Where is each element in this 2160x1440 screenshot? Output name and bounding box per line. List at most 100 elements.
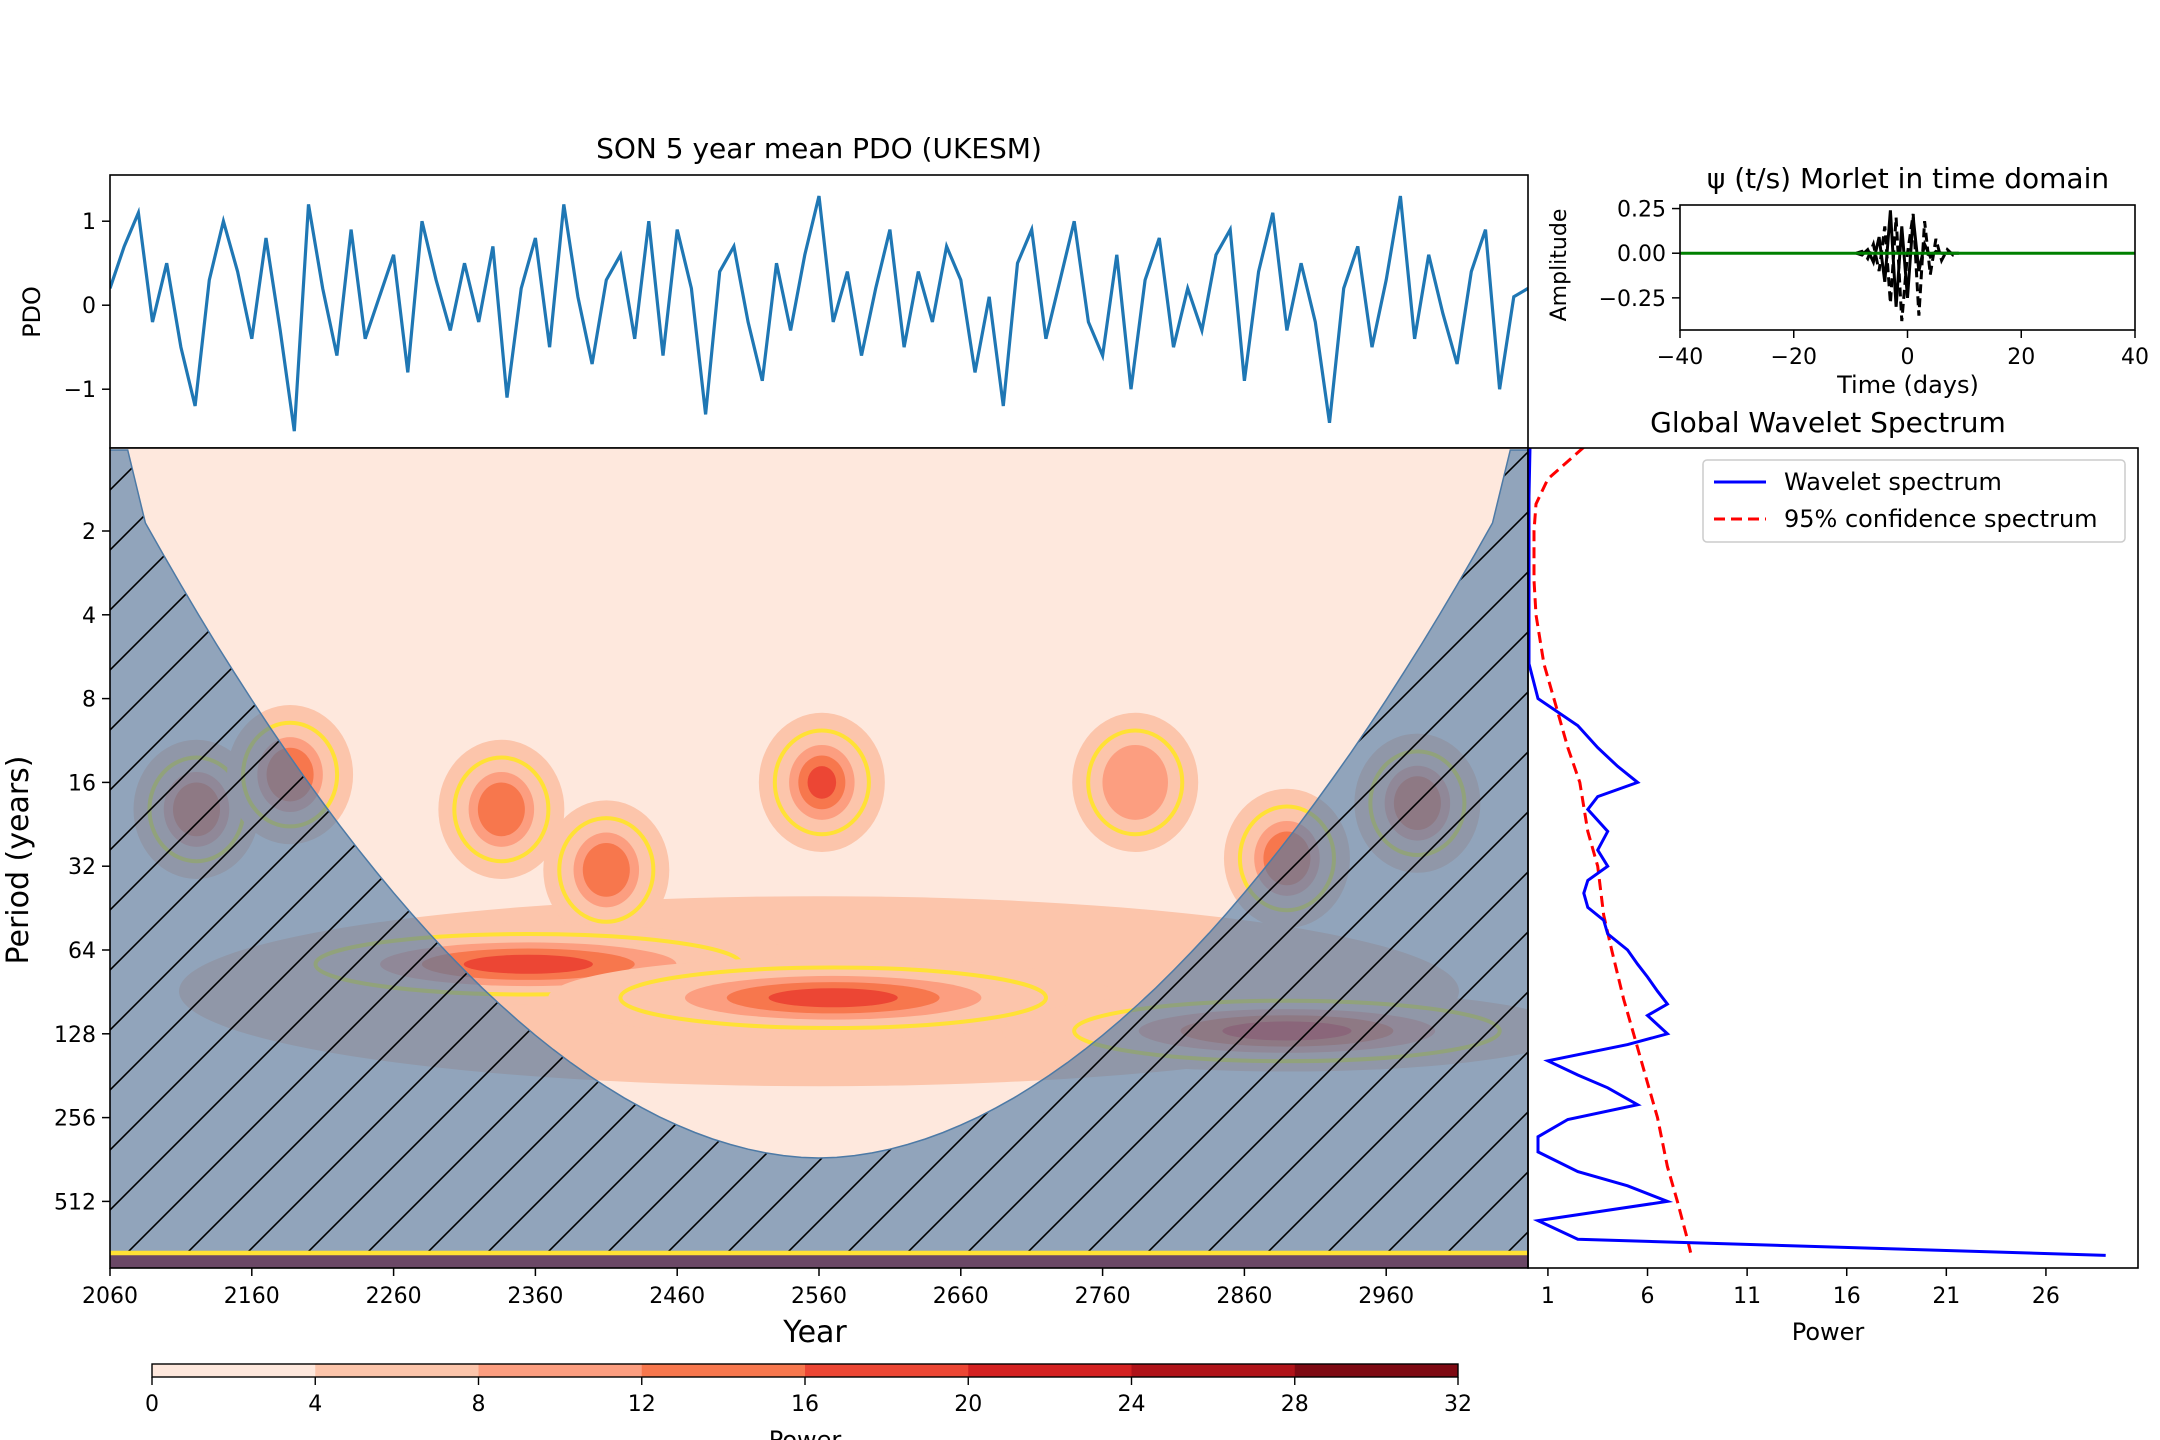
gws-xlabel: Power [1792, 1318, 1865, 1346]
pdo-axes-frame [109, 174, 1529, 449]
wavelet-ticks: 2060 2160 2260 2360 2460 2560 2660 2760 2860 2960… [54, 520, 1414, 1309]
colorbar-label: Power [769, 1426, 842, 1440]
wavelet-xtick-label: 2760 [1075, 1284, 1131, 1309]
colorbar-cell [152, 1364, 316, 1377]
wavelet-ytick-label: 128 [54, 1023, 96, 1048]
wavelet-xtick-label: 2060 [82, 1284, 138, 1309]
wavelet-ytick-label: 8 [82, 688, 96, 713]
colorbar-cell [478, 1364, 643, 1377]
morlet-ticks: −40 −20 0 20 40 −0.25 0.00 0.25 [1599, 198, 2149, 370]
colorbar-cell [1294, 1364, 1459, 1377]
legend-wavelet-label: Wavelet spectrum [1784, 468, 2002, 496]
morlet-panel: ψ (t/s) Morlet in time domain Amplitude … [1547, 162, 2149, 399]
gws-xtick-label: 21 [1932, 1284, 1960, 1309]
pdo-ytick-label: −1 [64, 378, 96, 403]
wavelet-ytick-label: 64 [68, 939, 96, 964]
power-blob-level [477, 782, 525, 837]
gws-x-ticks: 1 6 11 16 21 26 [1541, 1268, 2060, 1309]
bottom-dark-band [110, 1252, 1528, 1268]
morlet-xlabel: Time (days) [1836, 371, 1979, 399]
morlet-ytick-label: 0.25 [1617, 198, 1666, 223]
wavelet-xtick-label: 2860 [1216, 1284, 1272, 1309]
wavelet-ytick-label: 4 [82, 604, 96, 629]
morlet-ylabel: Amplitude [1547, 209, 1572, 322]
wavelet-xtick-label: 2660 [933, 1284, 989, 1309]
colorbar-tick-label: 0 [145, 1392, 159, 1417]
colorbar-tick-label: 28 [1281, 1392, 1309, 1417]
colorbar-cell [1131, 1364, 1296, 1377]
wavelet-xtick-label: 2460 [649, 1284, 705, 1309]
gws-xtick-label: 16 [1833, 1284, 1861, 1309]
power-blob-level [768, 988, 898, 1008]
morlet-axes-frame [1679, 204, 2136, 331]
legend-confidence-label: 95% confidence spectrum [1784, 505, 2098, 533]
significance-contour [1086, 728, 1185, 837]
pdo-timeseries-panel: SON 5 year mean PDO (UKESM) PDO −1 0 1 [18, 132, 1529, 449]
colorbar-tick-label: 24 [1118, 1392, 1146, 1417]
wavelet-xtick-label: 2960 [1358, 1284, 1414, 1309]
significance-contour [618, 965, 1048, 1030]
wavelet-xtick-label: 2260 [366, 1284, 422, 1309]
power-blob-level [463, 954, 593, 974]
pdo-ytick-label: 0 [82, 294, 96, 319]
cone-of-influence-edge [110, 449, 1528, 1159]
colorbar-tick-label: 16 [791, 1392, 819, 1417]
cone-of-influence-hatch [110, 450, 1528, 1268]
significance-contour [557, 816, 656, 924]
wavelet-ytick-label: 16 [68, 771, 96, 796]
wavelet-xtick-label: 2560 [791, 1284, 847, 1309]
colorbar: 0 4 8 12 16 20 24 28 32 Power [145, 1363, 1472, 1440]
gws-xtick-label: 6 [1641, 1284, 1655, 1309]
legend-box [1702, 459, 2126, 543]
colorbar-tick-label: 4 [308, 1392, 322, 1417]
wavelet-power-panel: 2060 2160 2260 2360 2460 2560 2660 2760 2860 2960… [1, 447, 1529, 1350]
colorbar-tick-label: 8 [472, 1392, 486, 1417]
wavelet-ytick-label: 256 [54, 1107, 96, 1132]
morlet-ytick-label: −0.25 [1599, 287, 1666, 312]
pdo-title: SON 5 year mean PDO (UKESM) [596, 132, 1042, 165]
significance-contour [452, 755, 551, 864]
gws-axes-frame [1527, 447, 2139, 1269]
wavelet-xtick-label: 2160 [224, 1284, 280, 1309]
morlet-xtick-label: −20 [1771, 345, 1817, 370]
colorbar-cell [968, 1364, 1132, 1377]
morlet-xtick-label: 40 [2121, 345, 2149, 370]
morlet-xtick-label: 20 [2007, 345, 2035, 370]
gws-xtick-label: 1 [1541, 1284, 1555, 1309]
colorbar-cell [805, 1364, 969, 1377]
pdo-y-ticks: −1 0 1 [64, 210, 110, 403]
colorbar-tick-label: 12 [628, 1392, 656, 1417]
colorbar-tick-label: 32 [1444, 1392, 1472, 1417]
wavelet-ytick-label: 32 [68, 855, 96, 880]
wavelet-ytick-label: 512 [54, 1190, 96, 1215]
colorbar-cell [315, 1364, 479, 1377]
morlet-series-0 [1855, 213, 1960, 322]
gws-xtick-label: 11 [1733, 1284, 1761, 1309]
gws-legend: Wavelet spectrum 95% confidence spectrum [1702, 459, 2126, 543]
morlet-series [1680, 210, 2135, 322]
wavelet-ytick-label: 2 [82, 520, 96, 545]
pdo-ylabel: PDO [18, 286, 46, 338]
power-blob-level [807, 766, 837, 799]
colorbar-cells [152, 1364, 1459, 1377]
wavelet-spectrum-line [1528, 448, 2106, 1257]
morlet-xtick-label: 0 [1901, 345, 1915, 370]
global-spectrum-panel: Global Wavelet Spectrum 1 6 11 16 21 26 Power… [1527, 406, 2139, 1346]
wavelet-ylabel: Period (years) [1, 755, 36, 964]
wavelet-xtick-label: 2360 [507, 1284, 563, 1309]
pdo-ytick-label: 1 [82, 210, 96, 235]
morlet-ytick-label: 0.00 [1617, 242, 1666, 267]
colorbar-ticks: 0 4 8 12 16 20 24 28 32 [145, 1377, 1472, 1417]
power-blob-level [582, 843, 630, 897]
wavelet-xlabel: Year [782, 1315, 847, 1350]
colorbar-cell [641, 1364, 806, 1377]
gws-title: Global Wavelet Spectrum [1650, 406, 2006, 439]
confidence-spectrum-line [1532, 448, 1693, 1256]
pdo-series-line [110, 195, 1528, 432]
significance-contour [772, 728, 871, 837]
colorbar-tick-label: 20 [954, 1392, 982, 1417]
morlet-title: ψ (t/s) Morlet in time domain [1707, 162, 2109, 195]
morlet-xtick-label: −40 [1657, 345, 1703, 370]
power-blob-level [1102, 744, 1168, 820]
